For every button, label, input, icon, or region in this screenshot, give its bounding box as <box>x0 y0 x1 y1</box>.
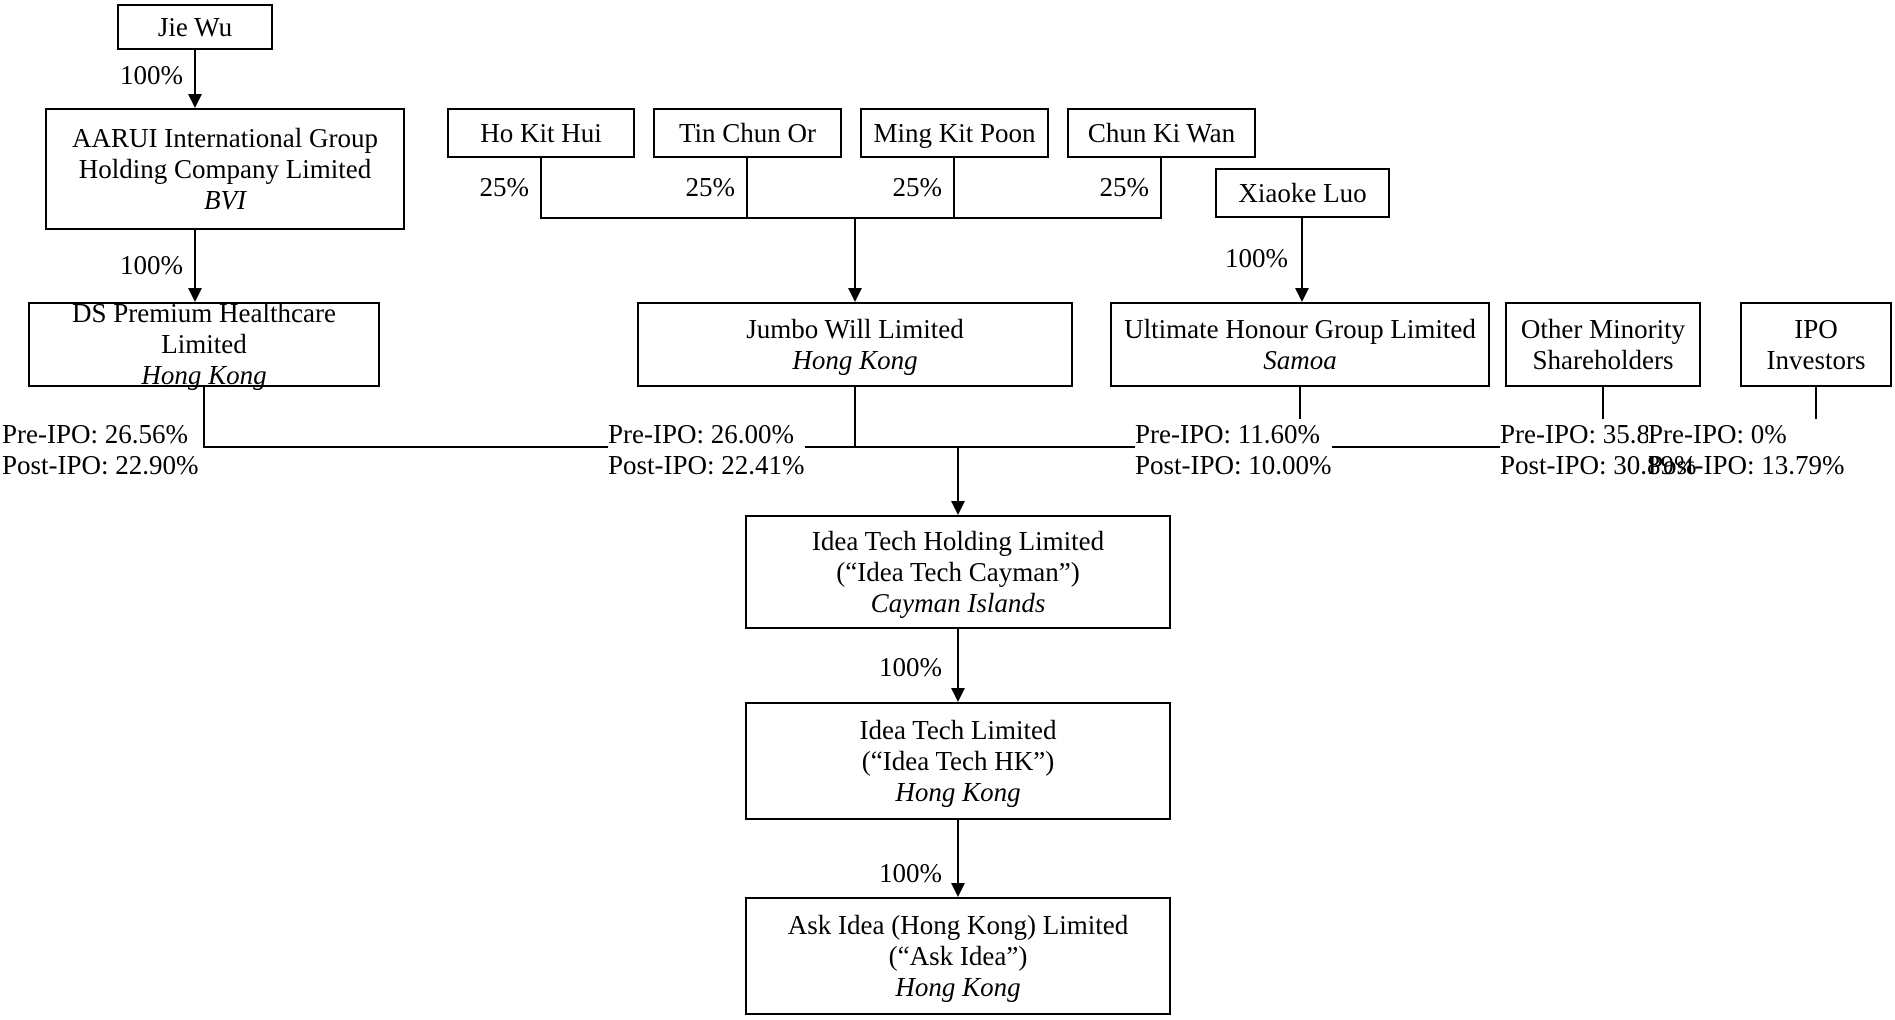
edge-label-tinchunor-25: 25% <box>685 172 736 202</box>
node-ask-idea: Ask Idea (Hong Kong) Limited (“Ask Idea”… <box>745 897 1171 1015</box>
ownership-ultimate-honour: Pre-IPO: 11.60% Post-IPO: 10.00% <box>1135 419 1332 481</box>
node-ipo-investors: IPO Investors <box>1740 302 1892 387</box>
node-other-minority-name2: Shareholders <box>1532 344 1674 375</box>
ownership-ultimate-honour-post: Post-IPO: 10.00% <box>1135 450 1332 480</box>
node-ipo-investors-name: IPO <box>1794 313 1838 344</box>
edge-hk-askidea <box>951 820 965 897</box>
node-jie-wu-label: Jie Wu <box>157 11 233 42</box>
node-ultimate-honour-name: Ultimate Honour Group Limited <box>1124 313 1476 344</box>
node-idea-tech-hk-name: Idea Tech Limited <box>859 714 1057 745</box>
edge-label-hk-askidea-100: 100% <box>879 858 942 888</box>
node-ipo-investors-name2: Investors <box>1766 344 1866 375</box>
node-chun-ki-wan: Chun Ki Wan <box>1067 108 1256 158</box>
node-tin-chun-or-label: Tin Chun Or <box>678 117 817 148</box>
node-aarui-jurisdiction: BVI <box>204 184 246 215</box>
node-ask-idea-alias: (“Ask Idea”) <box>888 940 1028 971</box>
node-aarui-name: AARUI International Group <box>72 122 378 153</box>
node-idea-tech-cayman-name: Idea Tech Holding Limited <box>811 525 1105 556</box>
node-ds-premium-jurisdiction: Hong Kong <box>141 360 267 390</box>
node-ultimate-honour-jurisdiction: Samoa <box>1263 344 1337 375</box>
node-xiaoke-luo: Xiaoke Luo <box>1215 168 1390 218</box>
node-jumbo-will-name: Jumbo Will Limited <box>746 313 964 344</box>
ownership-ipo-investors-pre: Pre-IPO: 0% <box>1648 419 1845 450</box>
node-jumbo-will: Jumbo Will Limited Hong Kong <box>637 302 1073 387</box>
edge-xiaokeluo-ultimate <box>1295 218 1309 302</box>
ownership-jumbo-will-pre: Pre-IPO: 26.00% <box>608 419 805 450</box>
node-idea-tech-hk: Idea Tech Limited (“Idea Tech HK”) Hong … <box>745 702 1171 820</box>
ownership-ds-premium-post: Post-IPO: 22.90% <box>2 450 199 480</box>
node-idea-tech-hk-jurisdiction: Hong Kong <box>895 776 1021 807</box>
node-chun-ki-wan-label: Chun Ki Wan <box>1087 117 1236 148</box>
edge-label-hokithui-25: 25% <box>479 172 530 202</box>
node-ultimate-honour: Ultimate Honour Group Limited Samoa <box>1110 302 1490 387</box>
edge-label-aarui-dspremium-100: 100% <box>120 250 183 280</box>
ownership-ipo-investors-post: Post-IPO: 13.79% <box>1648 450 1845 480</box>
node-other-minority: Other Minority Shareholders <box>1505 302 1701 387</box>
node-ming-kit-poon: Ming Kit Poon <box>860 108 1049 158</box>
edge-mainbus-ideatechcayman <box>951 448 965 515</box>
edge-label-jiewu-aarui-100: 100% <box>120 60 183 90</box>
ownership-ipo-investors: Pre-IPO: 0% Post-IPO: 13.79% <box>1648 419 1845 481</box>
node-ho-kit-hui: Ho Kit Hui <box>447 108 635 158</box>
ownership-ds-premium-pre: Pre-IPO: 26.56% <box>2 419 199 450</box>
node-ds-premium: DS Premium Healthcare Limited Hong Kong <box>28 298 380 390</box>
ownership-jumbo-will: Pre-IPO: 26.00% Post-IPO: 22.41% <box>608 419 805 481</box>
node-ds-premium-name: DS Premium Healthcare Limited <box>72 298 336 359</box>
node-other-minority-name: Other Minority <box>1520 313 1686 344</box>
edge-cayman-hk <box>951 629 965 702</box>
ownership-ultimate-honour-pre: Pre-IPO: 11.60% <box>1135 419 1332 450</box>
node-tin-chun-or: Tin Chun Or <box>653 108 842 158</box>
node-aarui: AARUI International Group Holding Compan… <box>45 108 405 230</box>
ownership-ds-premium: Pre-IPO: 26.56% Post-IPO: 22.90% <box>2 419 199 481</box>
node-idea-tech-cayman-jurisdiction: Cayman Islands <box>870 587 1046 618</box>
ownership-other-minority-post: Post-IPO: 30.89% <box>1500 450 1697 480</box>
ownership-jumbo-will-post: Post-IPO: 22.41% <box>608 450 805 480</box>
node-xiaoke-luo-label: Xiaoke Luo <box>1238 177 1367 208</box>
node-ho-kit-hui-label: Ho Kit Hui <box>480 117 602 148</box>
node-idea-tech-cayman-alias: (“Idea Tech Cayman”) <box>836 556 1080 587</box>
node-idea-tech-cayman: Idea Tech Holding Limited (“Idea Tech Ca… <box>745 515 1171 629</box>
edge-label-mingkitpoon-25: 25% <box>892 172 943 202</box>
edge-shareholders-bus <box>540 158 1162 219</box>
node-ask-idea-name: Ask Idea (Hong Kong) Limited <box>787 909 1129 940</box>
node-idea-tech-hk-alias: (“Idea Tech HK”) <box>861 745 1055 776</box>
node-ming-kit-poon-label: Ming Kit Poon <box>873 117 1036 148</box>
node-ask-idea-jurisdiction: Hong Kong <box>895 971 1021 1002</box>
node-jie-wu: Jie Wu <box>117 4 273 50</box>
edge-bus-jumbowill <box>848 218 862 302</box>
edge-label-chunkiwan-25: 25% <box>1099 172 1150 202</box>
edge-aarui-dspremium <box>188 230 202 302</box>
node-jumbo-will-jurisdiction: Hong Kong <box>792 344 918 375</box>
edge-label-cayman-hk-100: 100% <box>879 652 942 682</box>
node-aarui-name2: Holding Company Limited <box>78 153 372 184</box>
edge-label-xiaokeluo-ultimate-100: 100% <box>1225 243 1288 273</box>
edge-jiewu-aarui <box>188 50 202 108</box>
